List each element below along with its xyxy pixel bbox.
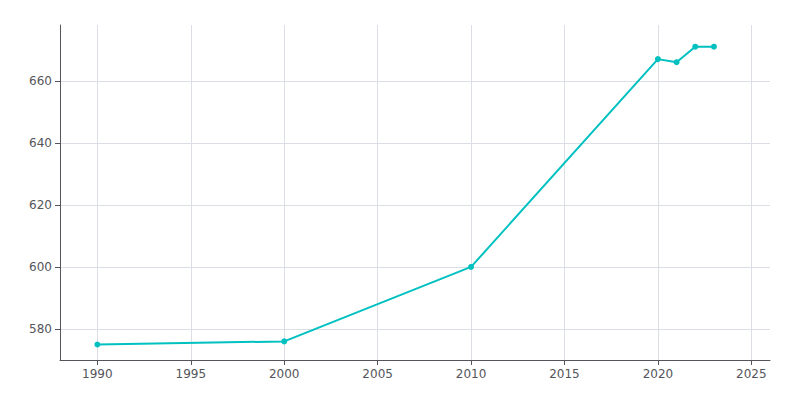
svg-text:2010: 2010 — [456, 367, 487, 381]
svg-text:2005: 2005 — [362, 367, 393, 381]
svg-text:2020: 2020 — [643, 367, 674, 381]
svg-text:580: 580 — [29, 322, 52, 336]
svg-text:600: 600 — [29, 260, 52, 274]
svg-text:1995: 1995 — [176, 367, 207, 381]
svg-text:640: 640 — [29, 136, 52, 150]
svg-text:620: 620 — [29, 198, 52, 212]
svg-text:1990: 1990 — [82, 367, 113, 381]
svg-text:660: 660 — [29, 74, 52, 88]
svg-text:2015: 2015 — [549, 367, 580, 381]
svg-text:2025: 2025 — [736, 367, 767, 381]
svg-text:2000: 2000 — [269, 367, 300, 381]
